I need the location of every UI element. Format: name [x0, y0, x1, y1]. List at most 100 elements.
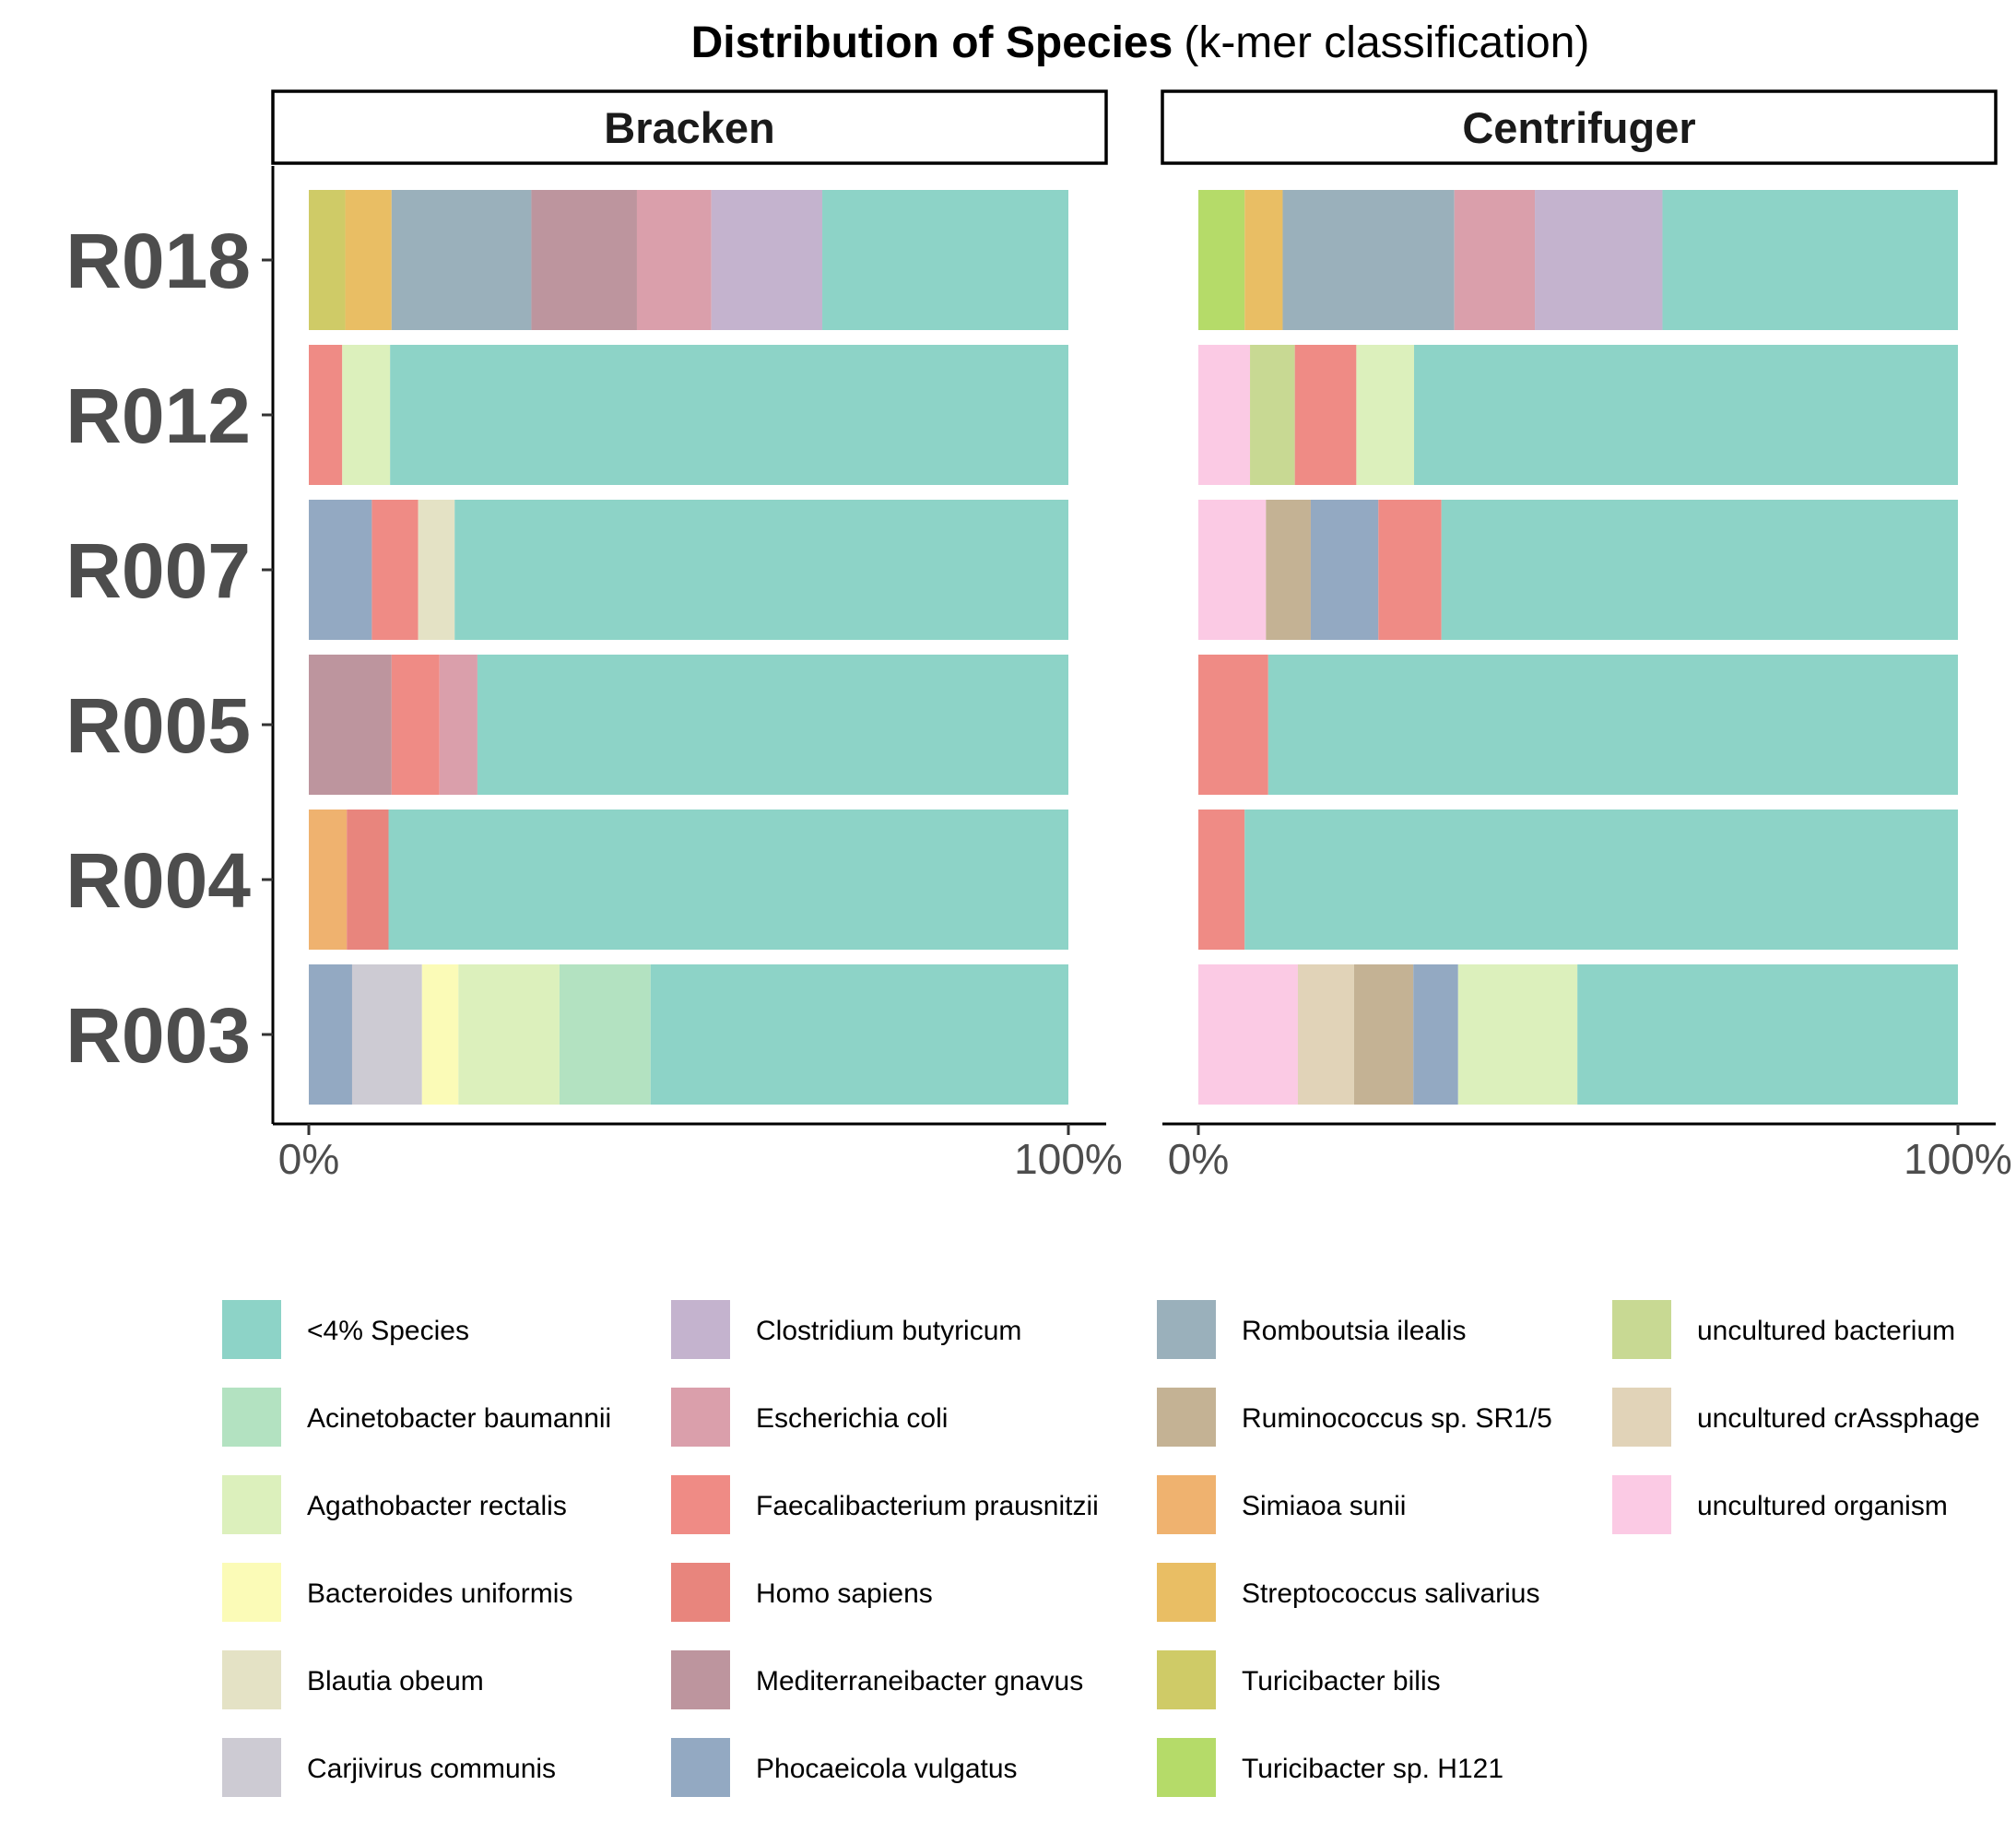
facet-label: Bracken: [604, 103, 775, 152]
bar-segment: R003 · Agathobacter rectalis: 15.7%: [1457, 964, 1578, 1105]
bar-segment: R003 · Acinetobacter baumannii: 12%: [559, 964, 651, 1105]
bar-segment: R007 · <4% Species: 80.8%: [454, 500, 1068, 640]
bar-segment: R018 · <4% Species: 32.4%: [822, 190, 1068, 330]
legend-item: Turicibacter bilis: [1157, 1650, 1441, 1709]
y-tick-label: R005: [65, 682, 251, 769]
legend-item: Clostridium butyricum: [671, 1300, 1021, 1359]
legend-key: [222, 1300, 281, 1359]
bar-segment: R018 · Escherichia coli: 10.6%: [1454, 190, 1536, 330]
legend-label: Clostridium butyricum: [756, 1316, 1021, 1346]
legend-label: Escherichia coli: [756, 1403, 948, 1434]
bar-segment: R018 · Mediterraneibacter gnavus: 13.9%: [531, 190, 637, 330]
legend-item: Mediterraneibacter gnavus: [671, 1650, 1083, 1709]
bar-segment: R007 · Blautia obeum: 4.8%: [418, 500, 455, 640]
legend-key: [1612, 1475, 1671, 1534]
bar-segment: R005 · Faecalibacterium prausnitzii: 9.2…: [1198, 655, 1268, 795]
legend-key: [1157, 1563, 1216, 1622]
bar-segment: R003 · <4% Species: 50.1%: [1577, 964, 1958, 1105]
legend-label: Blautia obeum: [307, 1666, 484, 1696]
legend-label: uncultured organism: [1697, 1491, 1948, 1521]
legend-item: Escherichia coli: [671, 1388, 948, 1447]
legend-label: Phocaeicola vulgatus: [756, 1754, 1018, 1784]
legend-item: Bacteroides uniformis: [222, 1563, 572, 1622]
legend-key: [222, 1563, 281, 1622]
legend-label: Turicibacter sp. H121: [1242, 1754, 1503, 1784]
legend-key: [671, 1475, 730, 1534]
legend-key: [671, 1563, 730, 1622]
bar-segment: R003 · uncultured organism: 13.1%: [1198, 964, 1298, 1105]
x-tick-label: 0%: [1168, 1135, 1229, 1183]
bar-segment: R003 · uncultured crAssphage: 7.4%: [1297, 964, 1354, 1105]
legend: <4% Species Acinetobacter baumannii Agatho…: [222, 1300, 1980, 1797]
y-tick-label: R004: [65, 837, 251, 924]
y-tick-label: R007: [65, 527, 251, 614]
chart-title: Distribution of Species (k-mer classifica…: [691, 18, 1590, 67]
bar-segment: R004 · Homo sapiens: 5.5%: [347, 810, 389, 950]
legend-label: Faecalibacterium prausnitzii: [756, 1491, 1099, 1521]
bar-segment: R007 · uncultured organism: 8.9%: [1198, 500, 1267, 640]
legend-item: <4% Species: [222, 1300, 469, 1359]
bar-segment: R012 · uncultured bacterium: 5.9%: [1250, 345, 1295, 485]
bar-segment: R003 · Phocaeicola vulgatus: 5.7%: [309, 964, 352, 1105]
legend-label: Simiaoa sunii: [1242, 1491, 1406, 1521]
legend-item: Faecalibacterium prausnitzii: [671, 1475, 1099, 1534]
bar-segment: R003 · Phocaeicola vulgatus: 5.9%: [1413, 964, 1458, 1105]
panel-centrifuger: Centrifuger R018 · Turicibacter sp. H121:…: [1161, 89, 2012, 1183]
legend-key: [1157, 1388, 1216, 1447]
legend-label: Streptococcus salivarius: [1242, 1578, 1539, 1609]
bar-segment: R004 · Faecalibacterium prausnitzii: 6.1…: [1198, 810, 1245, 950]
x-tick-label: 100%: [1014, 1135, 1123, 1183]
legend-key: [1157, 1738, 1216, 1797]
panel-bracken: BrackenR018 · Turicibacter bilis: 4.8%R0…: [271, 89, 1123, 1183]
bar-segment: R018 · Romboutsia ilealis: 18.4%: [391, 190, 532, 330]
bar-segment: R012 · Agathobacter rectalis: 7.6%: [1356, 345, 1415, 485]
legend-item: Homo sapiens: [671, 1563, 933, 1622]
bar-segment: R007 · Faecalibacterium prausnitzii: 6.1…: [371, 500, 419, 640]
legend-label: Mediterraneibacter gnavus: [756, 1666, 1083, 1696]
legend-key: [671, 1650, 730, 1709]
bar-segment: R004 · Simiaoa sunii: 5%: [309, 810, 348, 950]
bar-segment: R018 · Clostridium butyricum: 14.6%: [711, 190, 823, 330]
legend-key: [222, 1388, 281, 1447]
legend-label: Turicibacter bilis: [1242, 1666, 1441, 1696]
bar-segment: R003 · Agathobacter rectalis: 13.3%: [458, 964, 560, 1105]
legend-key: [1157, 1300, 1216, 1359]
bar-segment: R003 · Ruminococcus sp. SR1/5: 7.8%: [1353, 964, 1414, 1105]
bar-segment: R004 · <4% Species: 93.9%: [1244, 810, 1958, 950]
legend-label: Ruminococcus sp. SR1/5: [1242, 1403, 1552, 1434]
legend-item: Ruminococcus sp. SR1/5: [1157, 1388, 1552, 1447]
bar-segment: R012 · Faecalibacterium prausnitzii: 8.1…: [1294, 345, 1357, 485]
legend-item: Agathobacter rectalis: [222, 1475, 567, 1534]
legend-key: [671, 1300, 730, 1359]
bar-segment: R018 · Clostridium butyricum: 16.8%: [1535, 190, 1663, 330]
legend-item: Simiaoa sunii: [1157, 1475, 1406, 1534]
y-tick-label: R012: [65, 372, 251, 459]
legend-item: Phocaeicola vulgatus: [671, 1738, 1018, 1797]
legend-label: Romboutsia ilealis: [1242, 1316, 1466, 1346]
bar-segment: R003 · Bacteroides uniformis: 4.8%: [421, 964, 459, 1105]
legend-key: [222, 1738, 281, 1797]
y-tick-label: R003: [65, 992, 251, 1079]
legend-item: Acinetobacter baumannii: [222, 1388, 611, 1447]
bar-segment: R007 · Phocaeicola vulgatus: 8.3%: [309, 500, 372, 640]
legend-key: [671, 1388, 730, 1447]
bar-segment: R018 · Escherichia coli: 9.8%: [636, 190, 712, 330]
bar-segment: R018 · Romboutsia ilealis: 22.6%: [1282, 190, 1455, 330]
bar-segment: R007 · Faecalibacterium prausnitzii: 8.3…: [1378, 500, 1442, 640]
bar-segment: R007 · <4% Species: 68%: [1441, 500, 1958, 640]
legend-key: [1157, 1475, 1216, 1534]
legend-label: Carjivirus communis: [307, 1754, 556, 1784]
legend-key: [1612, 1300, 1671, 1359]
bar-segment: R007 · Phocaeicola vulgatus: 8.9%: [1310, 500, 1379, 640]
legend-label: <4% Species: [307, 1316, 469, 1346]
legend-item: Turicibacter sp. H121: [1157, 1738, 1503, 1797]
bar-segment: R018 · Turicibacter sp. H121: 6.1%: [1198, 190, 1245, 330]
bar-segment: R005 · <4% Species: 77.8%: [477, 655, 1068, 795]
legend-key: [1157, 1650, 1216, 1709]
bar-segment: R005 · Escherichia coli: 5%: [439, 655, 477, 795]
facet-strip: [1161, 89, 1998, 165]
x-tick-label: 100%: [1904, 1135, 2012, 1183]
legend-label: Homo sapiens: [756, 1578, 933, 1609]
y-tick-label: R018: [65, 218, 251, 304]
